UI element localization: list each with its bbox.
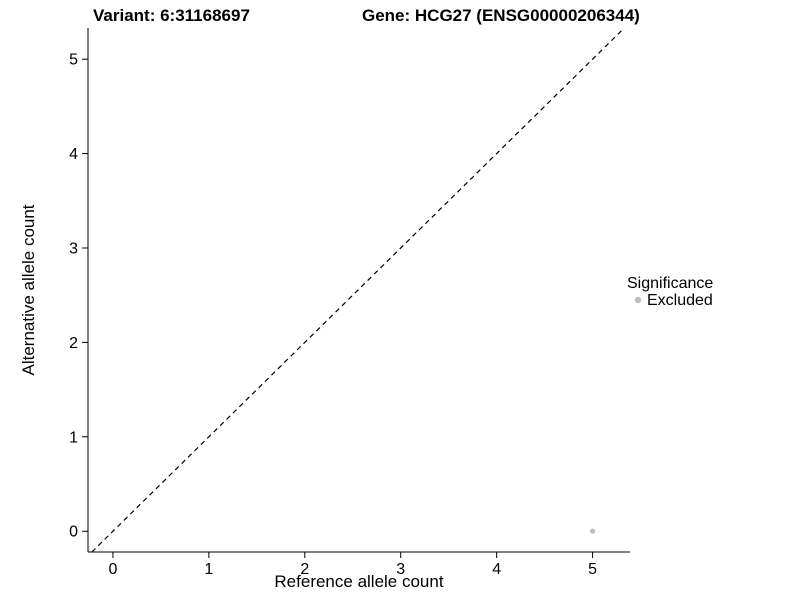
x-tick-label: 2 (300, 561, 309, 578)
y-tick-label: 5 (69, 52, 78, 69)
y-axis-ticks: 0 1 2 3 4 5 (69, 52, 88, 541)
legend-item-label: Excluded (647, 292, 713, 309)
y-tick-label: 1 (69, 429, 78, 446)
y-tick-label: 3 (69, 240, 78, 257)
legend-marker-icon (634, 296, 642, 304)
y-axis-title: Alternative allele count (19, 204, 38, 375)
x-axis-ticks: 0 1 2 3 4 5 (108, 552, 597, 578)
plot-title-variant: Variant: 6:31168697 (93, 6, 250, 25)
plot-title-gene: Gene: HCG27 (ENSG00000206344) (362, 6, 640, 25)
x-tick-label: 3 (396, 561, 405, 578)
x-tick-label: 0 (108, 561, 117, 578)
x-axis-title: Reference allele count (274, 572, 443, 591)
y-tick-label: 4 (69, 146, 78, 163)
legend: Significance Excluded (627, 275, 713, 309)
data-point (589, 528, 596, 534)
legend-title: Significance (627, 275, 713, 292)
points-layer (589, 528, 596, 534)
x-tick-label: 1 (204, 561, 213, 578)
y-tick-label: 0 (69, 524, 78, 541)
y-tick-label: 2 (69, 335, 78, 352)
x-tick-label: 5 (588, 561, 597, 578)
x-tick-label: 4 (492, 561, 501, 578)
identity-reference-line (91, 27, 625, 553)
